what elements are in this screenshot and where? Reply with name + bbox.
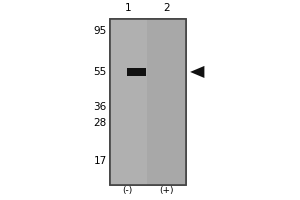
Text: 28: 28 — [94, 118, 107, 128]
Text: 17: 17 — [94, 156, 107, 166]
Bar — [110, 19, 186, 185]
Text: 2: 2 — [163, 3, 170, 13]
Text: 1: 1 — [124, 3, 131, 13]
Polygon shape — [190, 66, 204, 78]
Text: 95: 95 — [94, 26, 107, 36]
Text: 36: 36 — [94, 102, 107, 112]
Bar — [110, 19, 186, 185]
Bar — [127, 68, 146, 76]
Text: (+): (+) — [159, 186, 174, 195]
Bar — [110, 19, 147, 185]
Text: 55: 55 — [94, 67, 107, 77]
Text: (-): (-) — [123, 186, 133, 195]
Bar — [147, 19, 186, 185]
